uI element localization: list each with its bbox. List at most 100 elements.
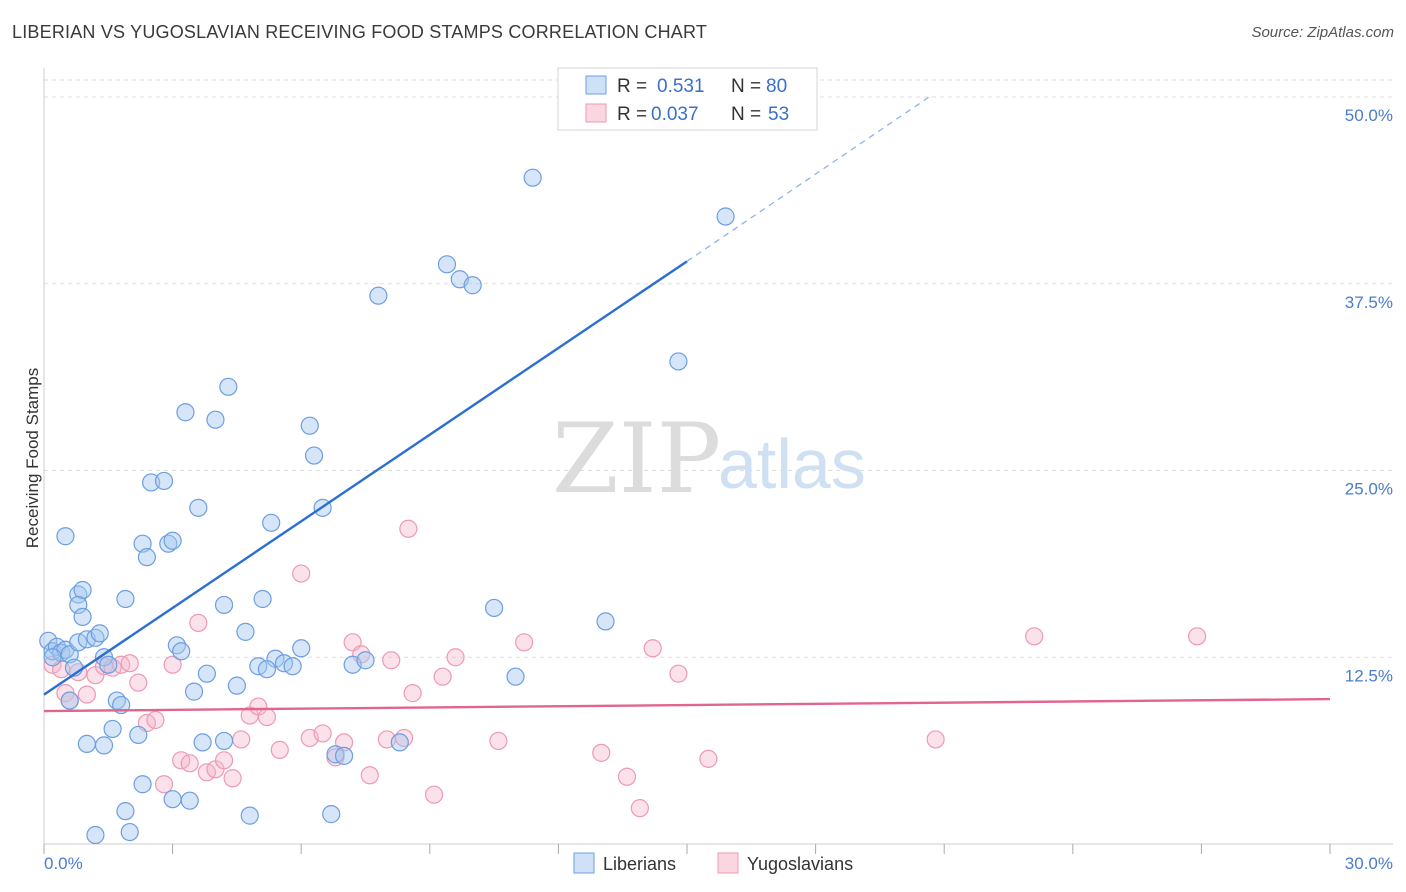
yugoslavian-point (699, 749, 718, 768)
legend-swatch-liberians (573, 852, 595, 874)
series-yugoslavians-points (43, 519, 1207, 818)
liberian-point (197, 664, 216, 683)
legend-swatch-liberians (585, 75, 607, 95)
liberian-point (133, 534, 152, 553)
watermark-zip: ZIP (552, 403, 721, 515)
yugoslavian-point (313, 724, 332, 743)
yugoslavian-point (360, 766, 379, 785)
series-liberians-points (39, 168, 735, 845)
legend-r-label: R = (617, 104, 647, 125)
liberian-point (99, 655, 118, 674)
y-tick-label: 12.5% (1345, 666, 1393, 685)
yugoslavian-point (399, 519, 418, 538)
y-tick-label: 50.0% (1345, 106, 1393, 125)
liberian-point (73, 607, 92, 627)
yugoslavian-point (433, 667, 452, 686)
legend-n-label: N = (731, 76, 761, 97)
yugoslavian-point (292, 564, 311, 583)
yugoslavian-point (154, 775, 174, 794)
liberian-point (69, 595, 88, 615)
yugoslavian-point (232, 730, 251, 749)
trend-lines (43, 94, 1331, 713)
liberian-point (236, 622, 255, 641)
yugoslavian-point (617, 767, 637, 786)
yugoslavian-point (163, 655, 182, 674)
legend-label-yugoslavians: Yugoslavians (747, 854, 853, 874)
yugoslavian-point (223, 769, 242, 788)
liberian-point (322, 805, 341, 824)
liberian-point (172, 642, 191, 661)
legend-swatch-yugoslavians (585, 103, 607, 123)
yugoslavian-point (120, 654, 139, 673)
liberian-point (369, 286, 388, 305)
liberian-point (189, 498, 208, 517)
y-tick-label: 37.5% (1345, 293, 1393, 312)
yugoslavian-point (77, 685, 96, 704)
liberian-point (283, 657, 302, 676)
liberian-point (56, 527, 75, 546)
chart-title: LIBERIAN VS YUGOSLAVIAN RECEIVING FOOD S… (12, 22, 708, 42)
liberian-point (116, 589, 135, 609)
liberian-point (437, 255, 457, 274)
liberians-trend-extension (686, 94, 932, 262)
yugoslavian-point (180, 754, 199, 773)
yugoslavian-point (515, 633, 534, 652)
yugoslavian-point (643, 639, 662, 658)
yugoslavian-point (1188, 627, 1207, 646)
liberian-point (240, 806, 259, 825)
x-tick-label-start: 0.0% (44, 854, 83, 873)
yugoslavian-point (403, 684, 422, 703)
liberian-point (77, 734, 96, 754)
liberian-point (523, 168, 542, 187)
legend-n-value: 53 (768, 104, 789, 125)
liberian-point (73, 580, 92, 600)
liberian-point (257, 660, 277, 679)
legend-n-value: 80 (766, 76, 787, 97)
legend-n-label: N = (731, 104, 761, 125)
liberian-point (206, 410, 225, 429)
liberian-point (94, 736, 114, 755)
liberian-point (90, 624, 109, 643)
liberian-point (485, 598, 504, 618)
liberian-point (304, 446, 324, 465)
liberian-point (716, 207, 735, 226)
yugoslavian-point (1025, 627, 1044, 646)
liberian-point (43, 648, 62, 667)
yugoslavian-point (214, 751, 234, 770)
correlation-legend: R = 0.531 N = 80 R = 0.037 N = 53 (557, 67, 818, 131)
yugoslavian-point (926, 730, 945, 749)
legend-swatch-yugoslavians (717, 852, 739, 874)
liberian-point (154, 471, 174, 491)
yugoslavian-point (630, 799, 649, 818)
liberians-trend-line (43, 260, 688, 696)
liberian-point (227, 676, 246, 695)
legend-r-value: 0.037 (651, 104, 699, 125)
legend-r-label: R = (617, 76, 647, 97)
series-legend: Liberians Yugoslavians (573, 852, 853, 874)
liberian-point (193, 733, 212, 752)
liberian-point (116, 802, 135, 821)
yugoslavian-point (592, 743, 611, 762)
y-tick-label: 25.0% (1345, 480, 1393, 499)
liberian-point (334, 746, 354, 765)
legend-label-liberians: Liberians (603, 854, 676, 874)
yugoslavians-trend-line (43, 697, 1331, 713)
liberian-point (262, 513, 281, 532)
yugoslavian-point (424, 785, 444, 804)
liberian-point (163, 790, 182, 809)
liberian-point (176, 403, 195, 422)
yugoslavian-point (446, 648, 465, 667)
gridlines (44, 79, 1393, 658)
legend-r-value: 0.531 (657, 76, 705, 97)
liberian-point (292, 639, 311, 658)
liberian-point (103, 719, 122, 739)
liberian-point (390, 733, 409, 752)
liberian-point (506, 667, 525, 686)
liberian-point (300, 416, 319, 435)
liberian-point (60, 691, 79, 710)
liberian-point (86, 825, 105, 845)
axes (43, 68, 1393, 854)
liberian-point (463, 276, 482, 295)
yugoslavian-point (189, 613, 208, 632)
